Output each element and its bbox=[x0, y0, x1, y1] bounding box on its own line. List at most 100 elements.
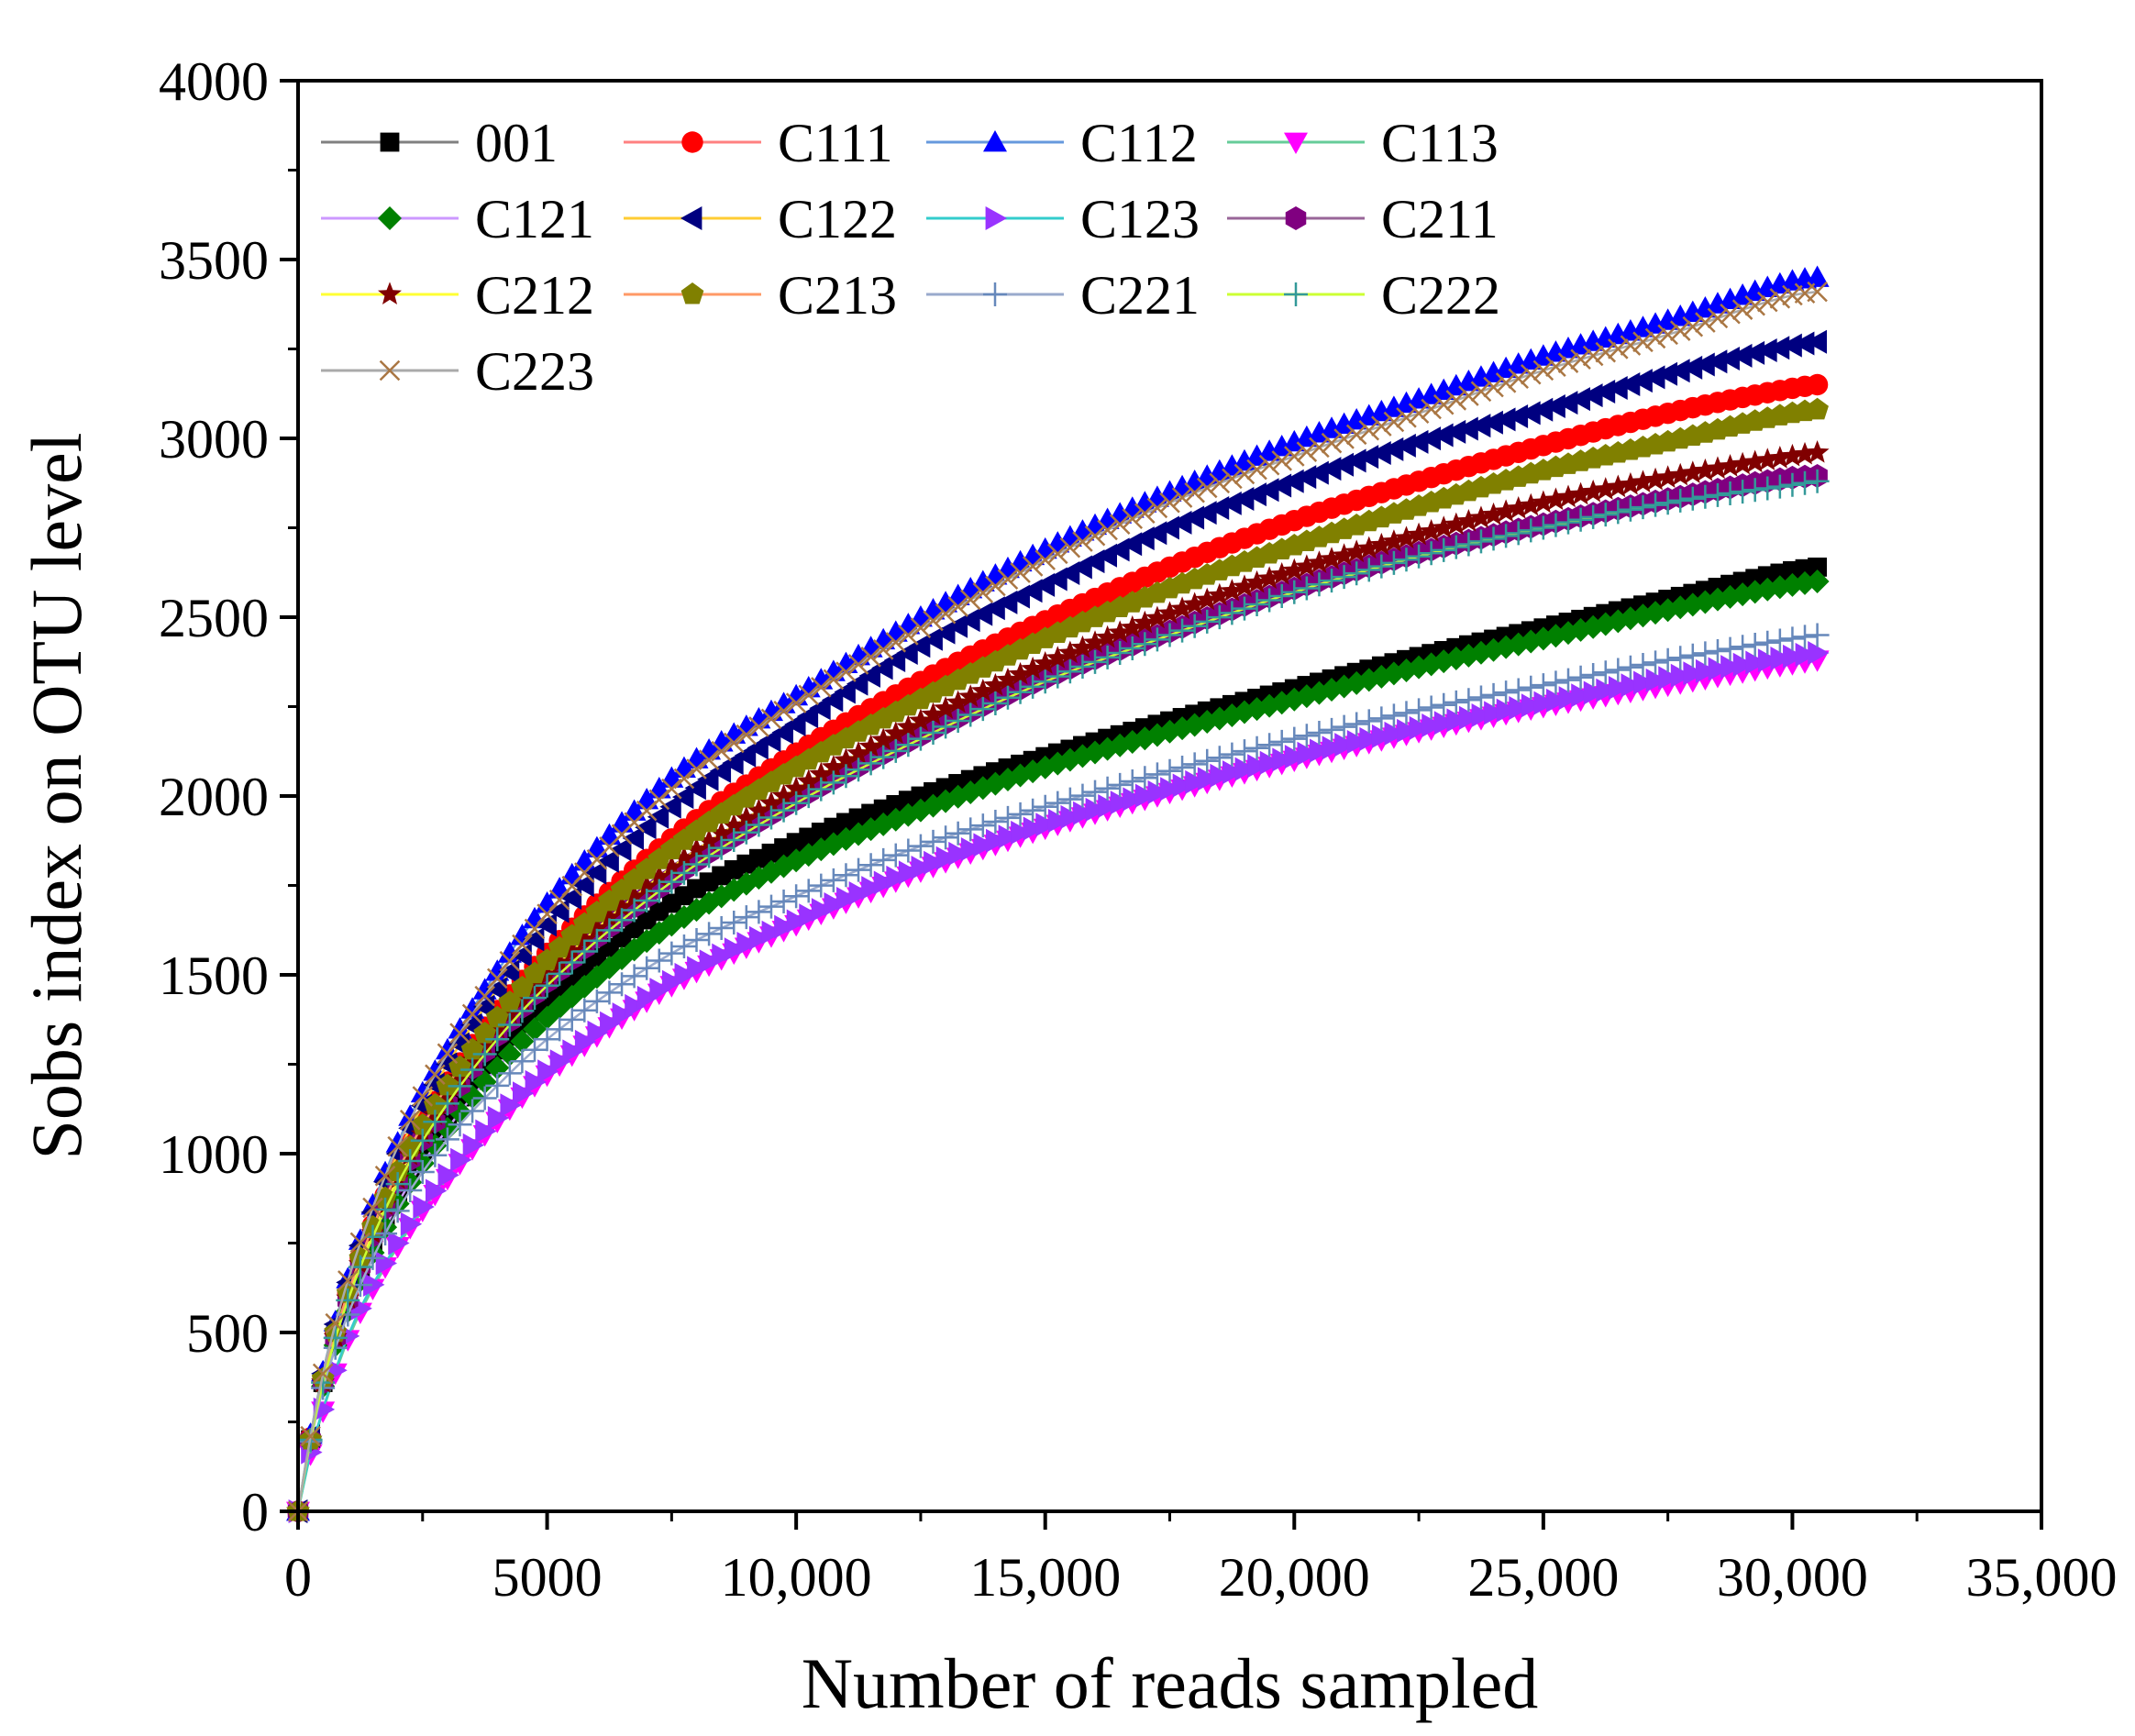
data-point bbox=[437, 1163, 459, 1188]
series-line-C223 bbox=[296, 290, 1818, 1512]
data-point bbox=[958, 684, 983, 707]
data-point bbox=[1045, 664, 1070, 689]
data-point bbox=[1732, 652, 1755, 677]
data-point bbox=[836, 886, 858, 911]
data-point bbox=[934, 714, 958, 739]
data-point bbox=[1070, 783, 1095, 808]
data-point bbox=[871, 847, 896, 872]
data-point bbox=[673, 768, 695, 790]
y-tick-label: 2500 bbox=[159, 588, 269, 648]
data-point bbox=[1805, 329, 1827, 354]
legend-marker bbox=[680, 282, 704, 304]
data-point bbox=[896, 733, 921, 757]
data-point bbox=[758, 805, 783, 830]
data-point bbox=[312, 1363, 334, 1385]
data-point bbox=[559, 938, 584, 962]
data-point bbox=[1320, 547, 1344, 569]
data-point bbox=[1669, 320, 1691, 341]
data-point bbox=[386, 1159, 409, 1182]
data-point bbox=[1021, 656, 1045, 680]
data-point bbox=[1631, 470, 1655, 493]
data-point bbox=[1134, 503, 1156, 525]
data-point bbox=[1098, 793, 1120, 818]
data-point bbox=[373, 1222, 398, 1246]
data-point bbox=[1767, 628, 1792, 653]
data-point bbox=[1207, 605, 1232, 630]
data-point bbox=[635, 956, 659, 980]
data-point bbox=[435, 1091, 459, 1116]
series-group bbox=[286, 265, 1830, 1523]
data-point bbox=[1658, 666, 1680, 691]
data-point bbox=[1556, 484, 1580, 508]
data-point bbox=[821, 755, 846, 778]
data-point bbox=[846, 857, 871, 882]
data-point bbox=[998, 824, 1020, 849]
data-point bbox=[1073, 801, 1095, 825]
data-point bbox=[784, 791, 809, 815]
data-point bbox=[1593, 380, 1616, 404]
data-point bbox=[1718, 481, 1742, 505]
data-point bbox=[1309, 437, 1330, 459]
data-point bbox=[1446, 708, 1468, 733]
data-point bbox=[497, 1012, 522, 1037]
data-point bbox=[435, 1127, 459, 1152]
data-point bbox=[460, 1099, 485, 1123]
data-point bbox=[1172, 773, 1195, 798]
data-point bbox=[374, 1165, 396, 1187]
data-point bbox=[1021, 798, 1045, 823]
data-point bbox=[499, 950, 521, 972]
data-point bbox=[811, 898, 834, 923]
data-point bbox=[995, 805, 1020, 830]
data-point bbox=[1307, 550, 1332, 573]
data-point bbox=[1356, 445, 1379, 470]
data-point bbox=[659, 855, 684, 879]
data-point bbox=[472, 978, 497, 1000]
data-point bbox=[474, 985, 495, 1007]
data-point bbox=[487, 1106, 510, 1130]
data-point bbox=[1409, 715, 1432, 740]
data-point bbox=[821, 868, 846, 892]
data-point bbox=[796, 768, 821, 792]
data-point bbox=[1620, 335, 1642, 356]
data-point bbox=[684, 852, 709, 877]
data-point bbox=[1705, 482, 1730, 507]
data-point bbox=[1120, 636, 1145, 661]
data-point bbox=[1185, 769, 1207, 794]
data-point bbox=[1532, 359, 1554, 381]
data-point bbox=[697, 922, 722, 946]
x-tick-label: 15,000 bbox=[969, 1547, 1121, 1608]
data-point bbox=[1407, 544, 1432, 569]
data-point bbox=[1519, 401, 1541, 426]
data-point bbox=[1083, 780, 1108, 804]
data-point bbox=[985, 575, 1006, 597]
data-point bbox=[622, 898, 647, 923]
data-point bbox=[1618, 471, 1643, 495]
data-point bbox=[1731, 451, 1755, 475]
data-point bbox=[1556, 668, 1581, 692]
data-point bbox=[373, 1197, 398, 1222]
data-point bbox=[1780, 333, 1802, 358]
y-tick-label: 3000 bbox=[159, 409, 269, 470]
data-point bbox=[661, 778, 682, 800]
data-point bbox=[996, 667, 1020, 691]
data-point bbox=[559, 886, 582, 911]
y-tick-label: 2000 bbox=[159, 767, 269, 827]
data-point bbox=[1095, 776, 1120, 801]
data-point bbox=[1394, 701, 1419, 725]
data-point bbox=[1742, 633, 1767, 658]
legend-marker bbox=[378, 282, 402, 305]
x-axis-title: Number of reads sampled bbox=[802, 1643, 1539, 1723]
data-point bbox=[1381, 703, 1406, 728]
data-point bbox=[796, 784, 821, 809]
data-point bbox=[610, 894, 635, 918]
data-point bbox=[935, 603, 957, 625]
data-point bbox=[671, 846, 696, 869]
data-point bbox=[1767, 446, 1792, 469]
data-point bbox=[1222, 760, 1244, 785]
data-point bbox=[535, 962, 559, 986]
data-point bbox=[485, 959, 510, 981]
data-point bbox=[525, 1069, 547, 1094]
data-point bbox=[723, 732, 745, 754]
data-point bbox=[724, 937, 747, 962]
data-point bbox=[709, 821, 734, 844]
